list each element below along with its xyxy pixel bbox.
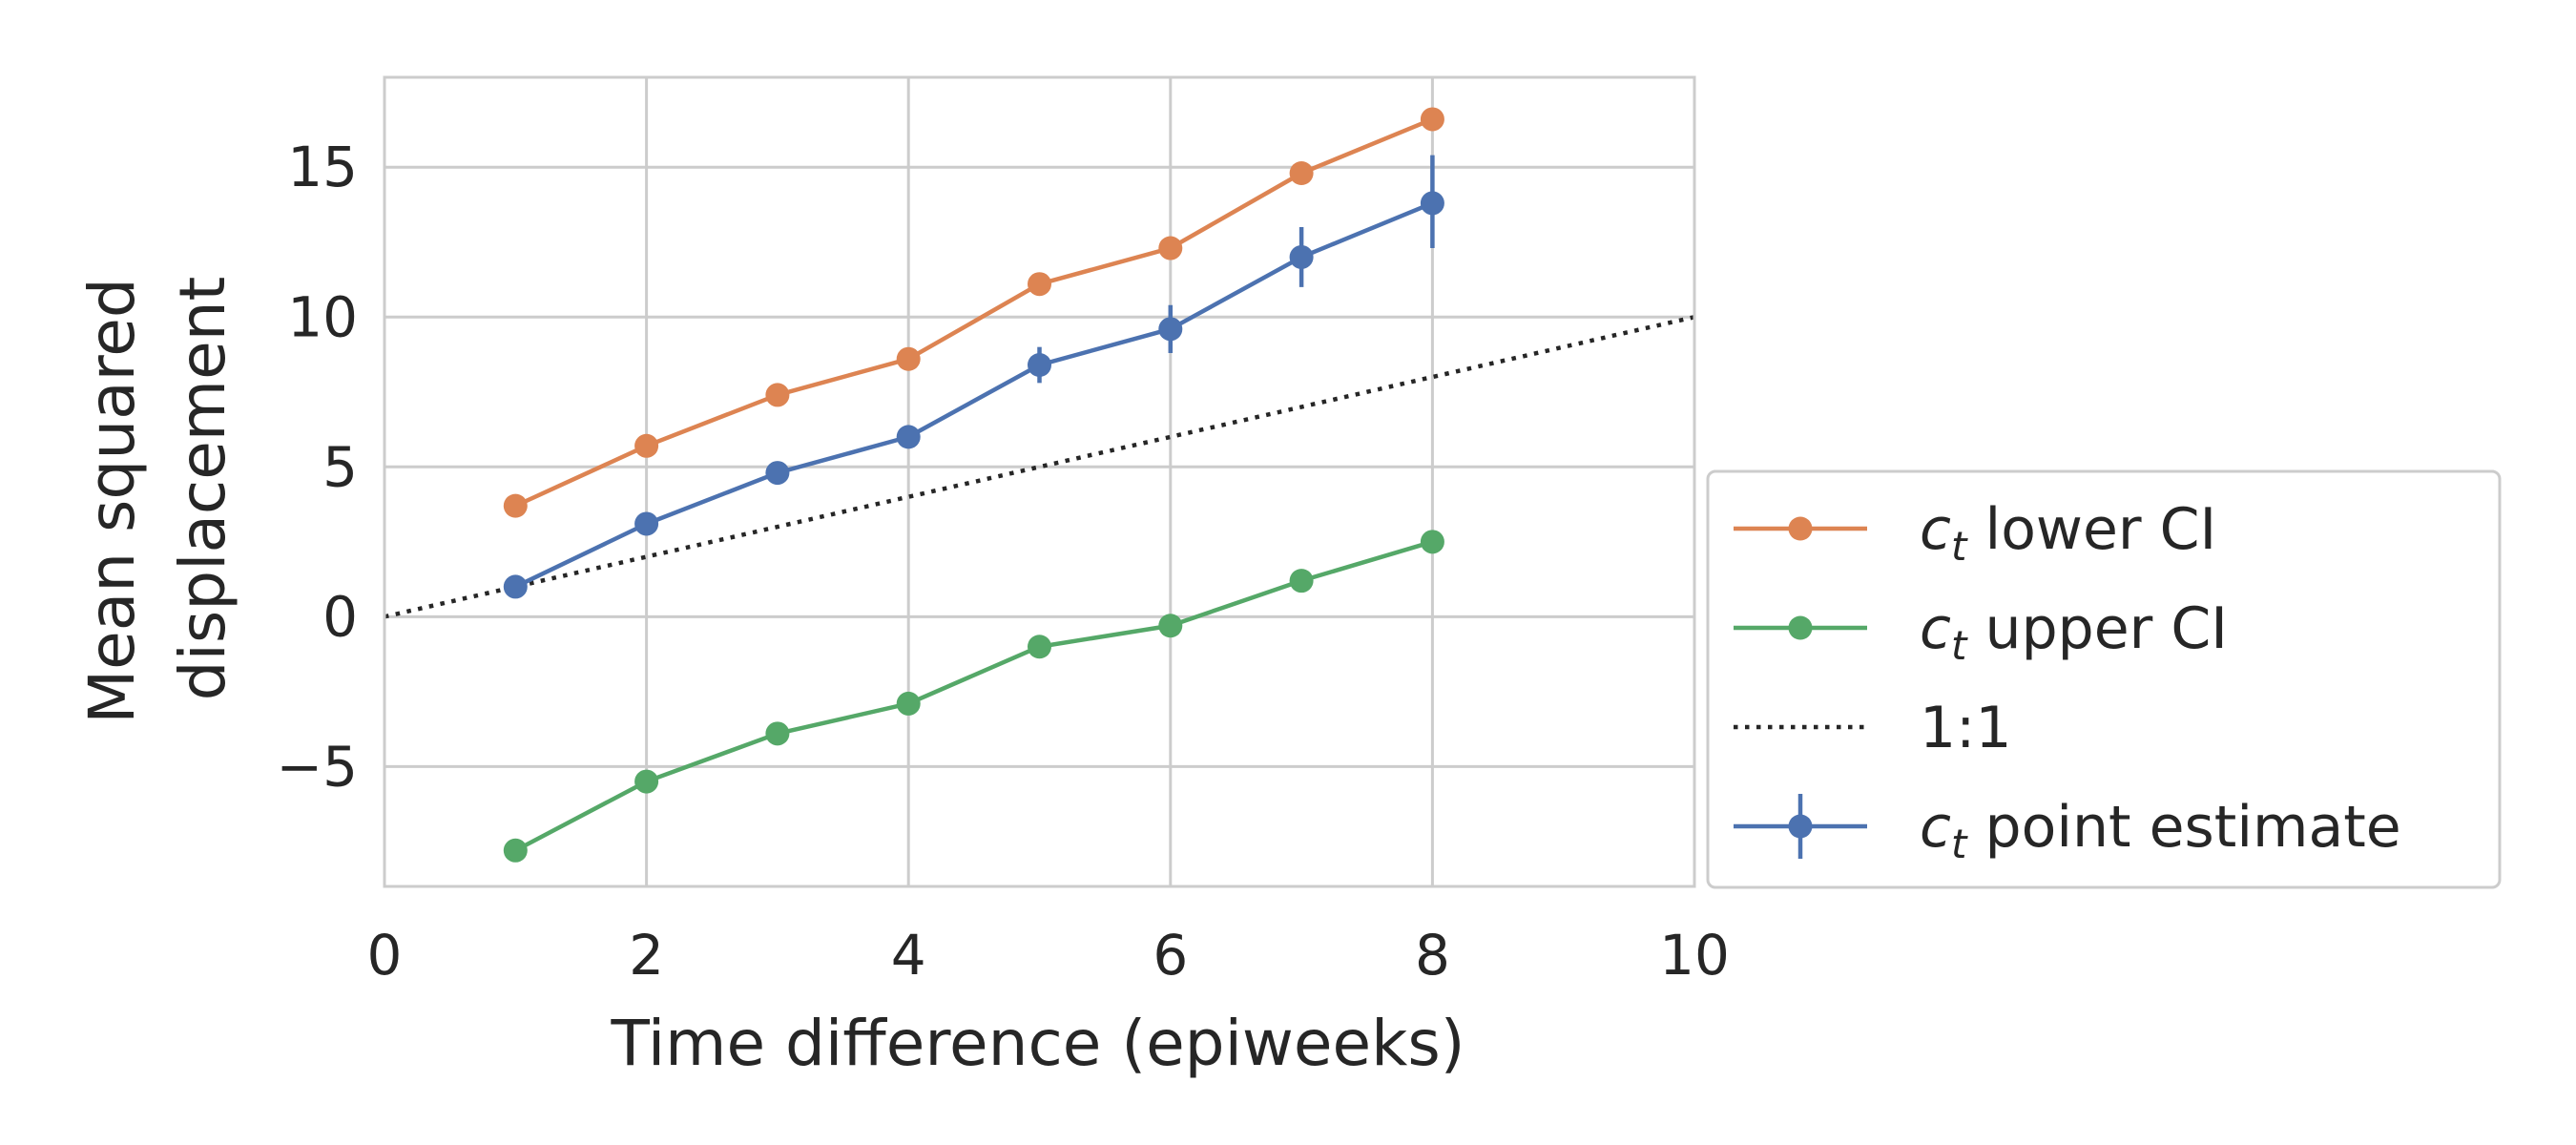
x-tick-label-2: 4 (891, 923, 926, 988)
legend-label-lower: ct lower CI (1920, 496, 2216, 570)
legend-label-point: ct point estimate (1920, 794, 2401, 867)
x-tick-label-3: 6 (1153, 923, 1188, 988)
series-lower-point-0 (503, 493, 528, 518)
y-axis-title-line-2: displacement (166, 277, 239, 701)
series-lower-point-6 (1289, 161, 1314, 186)
y-tick-label-0: −5 (277, 734, 359, 799)
tick-labels: 0 2 4 6 8 10 −5 0 5 10 15 (277, 135, 1730, 988)
series-point-point-3 (896, 425, 921, 449)
series-upper-point-7 (1420, 530, 1444, 554)
legend-label-upper: ct upper CI (1920, 595, 2228, 669)
series-point (503, 155, 1444, 599)
legend-label-text: upper CI (1966, 595, 2228, 662)
legend-math-symbol: c (1920, 496, 1951, 563)
series-lower (503, 107, 1444, 518)
y-tick-label-2: 5 (322, 434, 358, 499)
legend-handle-upper-marker (1788, 615, 1813, 640)
series-point-point-2 (765, 461, 790, 486)
series-upper-point-6 (1289, 569, 1314, 593)
legend-handle-point-marker (1788, 814, 1813, 839)
y-tick-label-4: 15 (287, 135, 358, 199)
y-tick-label-3: 10 (287, 284, 358, 349)
x-axis-title: Time difference (epiweeks) (611, 1007, 1465, 1080)
x-tick-label-5: 10 (1659, 923, 1730, 988)
plot-frame (383, 75, 1696, 888)
x-tick-label-0: 0 (367, 923, 403, 988)
legend-box (1706, 469, 2502, 889)
series-point-point-4 (1028, 353, 1051, 378)
legend-label-text: lower CI (1966, 496, 2216, 563)
legend-math-symbol: c (1920, 794, 1951, 861)
series-point-point-0 (503, 574, 528, 599)
legend-math-subscript: t (1951, 821, 1968, 867)
series-lower-point-4 (1028, 272, 1051, 297)
series-point-point-1 (634, 511, 659, 536)
series-upper-point-0 (503, 838, 528, 863)
series-lower-line (514, 116, 1434, 509)
series-upper-point-3 (896, 691, 921, 716)
series-point-point-7 (1420, 191, 1444, 216)
y-axis-title-line-1: Mean squared (75, 278, 149, 724)
legend-math-subscript: t (1951, 523, 1968, 570)
series-upper-point-4 (1028, 635, 1051, 659)
series-lower-point-3 (896, 346, 921, 371)
series-lower-point-2 (765, 383, 790, 407)
legend-math-subscript: t (1951, 622, 1968, 669)
legend-math-symbol: c (1920, 595, 1951, 662)
series-lower-point-7 (1420, 107, 1444, 132)
x-tick-label-4: 8 (1415, 923, 1450, 988)
series-upper-point-1 (634, 769, 659, 794)
legend-label-one-to-one: 1:1 (1920, 695, 2012, 761)
series-upper (503, 530, 1444, 863)
series-upper-point-2 (765, 721, 790, 746)
series-lower-point-1 (634, 433, 659, 458)
series-layer (384, 107, 1695, 863)
series-point-line (514, 200, 1434, 589)
legend-entry-one-to-one: 1:1 (1734, 695, 2012, 761)
legend-entry-lower: ct lower CI (1734, 496, 2216, 570)
series-upper-line (514, 539, 1434, 853)
legend-entry-point: ct point estimate (1734, 794, 2401, 867)
x-tick-label-1: 2 (629, 923, 664, 988)
series-point-point-6 (1289, 244, 1314, 269)
legend-handle-lower-marker (1788, 516, 1813, 541)
legend-entry-upper: ct upper CI (1734, 595, 2228, 669)
series-lower-point-5 (1158, 236, 1183, 260)
series-upper-point-5 (1158, 614, 1183, 638)
legend-label-text: point estimate (1966, 794, 2400, 861)
series-point-point-5 (1158, 317, 1183, 342)
y-tick-label-1: 0 (322, 584, 358, 649)
